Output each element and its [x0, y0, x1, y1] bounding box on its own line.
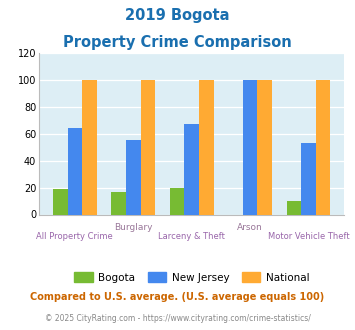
- Bar: [126, 140, 141, 214]
- Text: Property Crime Comparison: Property Crime Comparison: [63, 35, 292, 50]
- Bar: [184, 124, 199, 214]
- Bar: [199, 80, 214, 214]
- Bar: [257, 80, 272, 214]
- Text: Arson: Arson: [237, 223, 263, 232]
- Bar: [141, 80, 155, 214]
- Text: Compared to U.S. average. (U.S. average equals 100): Compared to U.S. average. (U.S. average …: [31, 292, 324, 302]
- Text: © 2025 CityRating.com - https://www.cityrating.com/crime-statistics/: © 2025 CityRating.com - https://www.city…: [45, 314, 310, 323]
- Bar: [82, 80, 97, 214]
- Bar: [316, 80, 331, 214]
- Bar: [67, 128, 82, 214]
- Text: Burglary: Burglary: [114, 223, 153, 232]
- Text: Motor Vehicle Theft: Motor Vehicle Theft: [268, 232, 349, 241]
- Legend: Bogota, New Jersey, National: Bogota, New Jersey, National: [70, 268, 313, 287]
- Bar: [53, 189, 67, 214]
- Bar: [170, 187, 184, 214]
- Bar: [243, 80, 257, 214]
- Text: 2019 Bogota: 2019 Bogota: [125, 8, 230, 23]
- Bar: [111, 192, 126, 214]
- Bar: [286, 201, 301, 214]
- Bar: [301, 143, 316, 214]
- Text: All Property Crime: All Property Crime: [37, 232, 113, 241]
- Text: Larceny & Theft: Larceny & Theft: [158, 232, 225, 241]
